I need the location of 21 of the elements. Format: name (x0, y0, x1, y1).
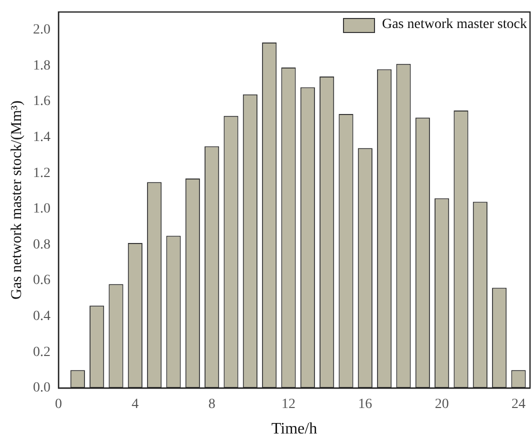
y-tick-label: 2.0 (33, 22, 50, 38)
y-tick-label: 0.2 (33, 344, 50, 360)
legend-label: Gas network master stock (382, 17, 527, 33)
y-tick-label: 1.8 (33, 58, 50, 74)
y-tick-label: 0.8 (33, 237, 50, 252)
x-tick-label: 8 (208, 397, 216, 412)
x-axis-title: Time/h (271, 420, 318, 438)
y-tick-label: 1.0 (33, 202, 50, 217)
x-tick-label: 4 (132, 397, 139, 412)
y-tick-label: 1.2 (33, 166, 50, 181)
x-tick-label: 12 (282, 397, 296, 412)
y-tick-label: 0.0 (33, 380, 50, 396)
y-tick-label: 0.4 (33, 309, 50, 324)
x-tick-label: 0 (55, 397, 62, 412)
y-tick-label: 0.6 (33, 273, 50, 288)
y-axis-title: Gas network master stock/(Mm³) (8, 100, 25, 300)
x-tick-label: 20 (434, 397, 449, 412)
y-tick-label: 1.6 (33, 94, 50, 110)
x-tick-label: 16 (358, 397, 372, 412)
x-tick-label: 24 (512, 397, 526, 412)
y-tick-label: 1.4 (33, 130, 50, 146)
